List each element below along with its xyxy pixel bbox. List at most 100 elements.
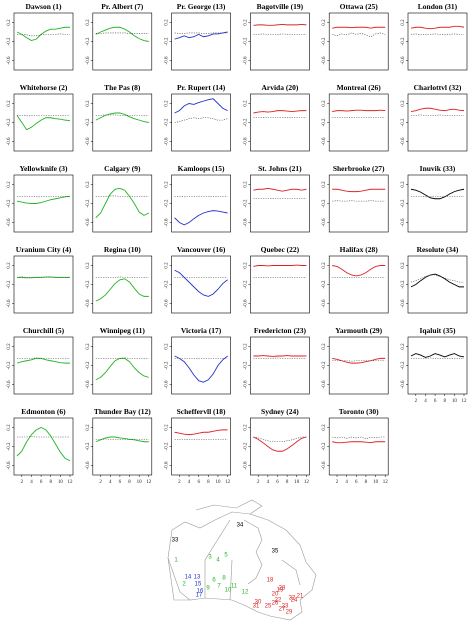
x-tick-label: 6	[119, 480, 122, 485]
series-line	[174, 31, 228, 40]
x-tick-label: 12	[383, 480, 389, 485]
y-tick-label: 0.2	[86, 181, 91, 188]
y-tick-label: -0.2	[401, 361, 406, 369]
y-tick-label: -0.2	[322, 361, 327, 369]
panel: Whitehorse (2) 0.2 -0.2 -0.6	[7, 83, 74, 152]
y-tick-label: 0.2	[7, 343, 12, 350]
panel: London (31) 0.2 -0.2 -0.6	[401, 2, 468, 71]
y-tick-label: 0.2	[243, 19, 248, 26]
y-tick-label: 0.2	[243, 181, 248, 188]
series-line	[332, 188, 386, 193]
x-tick-label: 4	[188, 480, 191, 485]
y-tick-label: 0.2	[165, 181, 170, 188]
y-tick-label: -0.6	[7, 299, 12, 307]
y-tick-label: 0.2	[243, 100, 248, 107]
reference-line	[410, 33, 464, 36]
plot-frame	[328, 417, 389, 476]
series-line	[410, 353, 465, 358]
plot-frame	[250, 93, 310, 152]
x-tick-label: 10	[294, 480, 300, 485]
y-tick-label: 0.2	[165, 262, 170, 269]
station-label: 21	[297, 594, 304, 600]
x-tick-label: 4	[424, 399, 427, 404]
series-line	[253, 436, 307, 452]
y-tick-label: -0.6	[86, 56, 91, 64]
series-line	[332, 265, 386, 277]
y-tick-label: -0.2	[322, 280, 327, 288]
y-tick-label: -0.2	[7, 118, 12, 126]
x-tick-label: 6	[276, 480, 279, 485]
y-tick-label: 0.2	[7, 19, 12, 26]
plot-frame	[250, 174, 310, 233]
y-tick-label: -0.6	[243, 56, 248, 64]
plot-frame	[250, 255, 310, 314]
plot-frame	[13, 417, 74, 476]
x-tick-label: 12	[225, 480, 231, 485]
panel: Quebec (22) 0.2 -0.2 -0.6	[243, 245, 310, 314]
station-label: 32	[289, 596, 296, 602]
series-line	[95, 278, 149, 302]
x-tick-label: 2	[178, 480, 181, 485]
plot-frame	[13, 12, 74, 71]
panel-title: Victoria (17)	[181, 326, 222, 335]
panel: Halifax (28) 0.2 -0.2 -0.6	[322, 245, 389, 314]
station-label: 20	[272, 592, 279, 598]
panel: Inuvik (33) 0.2 -0.2 -0.6	[401, 164, 468, 233]
plot-frame	[92, 174, 153, 233]
station-label: 29	[286, 610, 293, 616]
plot-frame	[407, 174, 468, 233]
y-tick-label: -0.6	[401, 56, 406, 64]
x-tick-label: 10	[452, 399, 458, 404]
plot-frame	[328, 12, 389, 71]
reference-line	[174, 117, 228, 123]
y-tick-label: -0.2	[243, 37, 248, 45]
y-tick-label: 0.2	[322, 181, 327, 188]
y-tick-label: 0.2	[86, 343, 91, 350]
panel-title: Dawson (1)	[25, 2, 62, 11]
series-line	[410, 25, 465, 30]
y-tick-label: -0.6	[86, 380, 91, 388]
y-tick-label: -0.6	[165, 461, 170, 469]
station-label: 10	[225, 588, 232, 594]
x-tick-label: 4	[345, 480, 348, 485]
x-tick-label: 2	[99, 480, 102, 485]
panel-title: Fredericton (23)	[254, 326, 307, 335]
station-label: 17	[196, 593, 203, 599]
plot-frame	[407, 336, 468, 395]
panel-title: The Pas (8)	[104, 83, 141, 92]
y-tick-label: 0.2	[86, 424, 91, 431]
series-line	[253, 264, 307, 267]
reference-line	[332, 436, 386, 440]
station-label: 2	[182, 582, 186, 588]
station-label: 16	[197, 589, 204, 595]
station-label: 6	[212, 578, 216, 584]
plot-frame	[250, 336, 310, 395]
station-label: 13	[194, 575, 201, 581]
y-tick-label: -0.6	[322, 461, 327, 469]
station-label: 18	[267, 578, 274, 584]
panel-title: Whitehorse (2)	[20, 83, 68, 92]
panel: Uranium City (4) 0.2 -0.2 -0.6	[7, 245, 74, 314]
y-tick-label: -0.2	[401, 37, 406, 45]
panel-title: Schefferv​ll (18)	[177, 407, 226, 416]
x-tick-label: 10	[215, 480, 221, 485]
panel: Charlottvl (32) 0.2 -0.2 -0.6	[401, 83, 468, 152]
y-tick-label: -0.2	[165, 361, 170, 369]
y-tick-label: -0.2	[86, 361, 91, 369]
y-tick-label: 0.2	[86, 100, 91, 107]
plot-frame	[407, 255, 468, 314]
series-line	[95, 112, 149, 123]
panel-title: Quebec (22)	[261, 245, 300, 254]
series-line	[95, 26, 149, 42]
x-tick-label: 8	[443, 399, 446, 404]
y-tick-label: 0.2	[86, 19, 91, 26]
y-tick-label: -0.2	[165, 280, 170, 288]
y-tick-label: -0.2	[243, 118, 248, 126]
series-line	[16, 195, 71, 204]
series-line	[332, 26, 386, 29]
station-label: 19	[277, 588, 284, 594]
x-tick-label: 6	[355, 480, 358, 485]
y-tick-label: -0.2	[86, 118, 91, 126]
plot-frame	[13, 174, 74, 233]
station-label: 28	[279, 586, 286, 592]
